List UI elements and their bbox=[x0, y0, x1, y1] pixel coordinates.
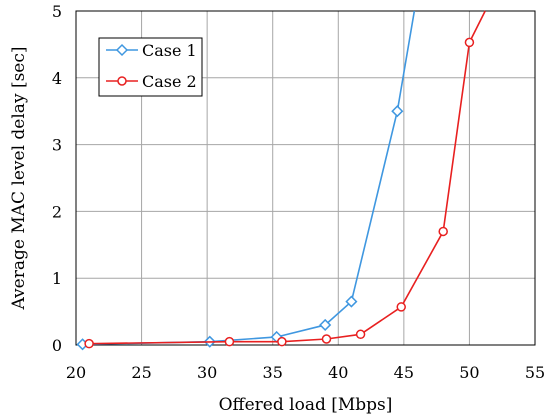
x-tick-label: 35 bbox=[263, 363, 283, 382]
y-tick-label: 0 bbox=[52, 336, 62, 355]
legend-marker-case-1 bbox=[115, 43, 129, 57]
legend-label-case-1: Case 1 bbox=[142, 41, 197, 60]
y-axis-title: Average MAC level delay [sec] bbox=[9, 46, 29, 310]
y-tick-label: 2 bbox=[52, 202, 62, 221]
x-tick-label: 25 bbox=[131, 363, 151, 382]
legend: Case 1 Case 2 bbox=[98, 37, 203, 97]
grid-lines bbox=[76, 11, 535, 345]
y-tick-label: 5 bbox=[52, 2, 62, 21]
y-tick-label: 4 bbox=[52, 69, 62, 88]
data-point bbox=[464, 37, 475, 48]
data-point bbox=[438, 226, 448, 237]
legend-box bbox=[98, 37, 203, 97]
data-point bbox=[84, 338, 94, 349]
data-point bbox=[345, 295, 358, 308]
data-point bbox=[321, 334, 332, 344]
x-tick-label: 55 bbox=[525, 363, 545, 382]
data-series bbox=[76, 10, 486, 351]
legend-marker-case-2 bbox=[117, 76, 127, 86]
data-point bbox=[391, 105, 404, 118]
y-tick-label: 1 bbox=[52, 269, 62, 288]
plot-area-frame bbox=[75, 10, 536, 346]
y-tick-label: 3 bbox=[52, 136, 62, 155]
x-tick-label: 50 bbox=[459, 363, 479, 382]
x-tick-label: 40 bbox=[328, 363, 348, 382]
legend-label-case-2: Case 2 bbox=[142, 72, 197, 91]
x-tick-label: 45 bbox=[394, 363, 414, 382]
data-point bbox=[355, 329, 366, 340]
x-axis-title: Offered load [Mbps] bbox=[219, 395, 393, 415]
data-point bbox=[396, 302, 406, 312]
x-tick-label: 20 bbox=[66, 363, 86, 382]
x-tick-label: 30 bbox=[197, 363, 217, 382]
data-point bbox=[224, 336, 235, 347]
data-point bbox=[319, 318, 332, 332]
data-point bbox=[277, 336, 287, 347]
series-2 bbox=[84, 10, 486, 349]
